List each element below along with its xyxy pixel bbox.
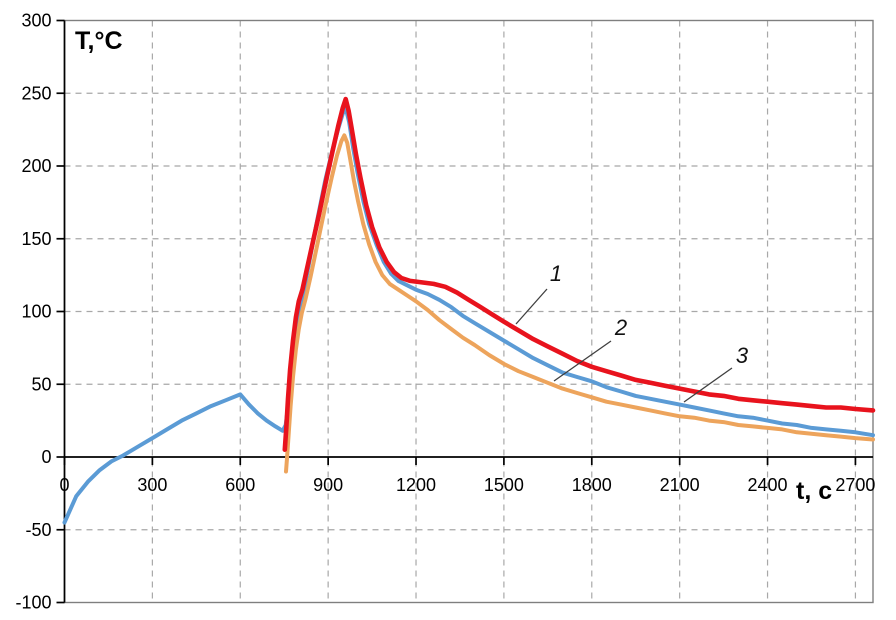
curves <box>62 96 876 525</box>
y-tick-label: -50 <box>25 520 51 540</box>
y-tick-label: 0 <box>41 447 51 467</box>
y-tick-label: 100 <box>21 302 51 322</box>
y-tick-label: 250 <box>21 83 51 103</box>
curve-2 <box>284 133 875 474</box>
leader-line-3 <box>683 367 733 403</box>
x-tick-label: 900 <box>313 475 343 495</box>
curve-label-3: 3 <box>736 343 749 368</box>
x-tick-label: 2100 <box>660 475 700 495</box>
y-tick-label: -100 <box>15 593 51 613</box>
curve-1 <box>282 96 876 453</box>
x-axis-title: t, c <box>796 477 832 505</box>
tick-labels: 300 250 200 150 100 50 0 -50 -100 0 300 600 900 1200 1… <box>15 11 875 613</box>
x-tick-label: 1200 <box>396 475 436 495</box>
y-tick-label: 50 <box>31 374 51 394</box>
y-tick-label: 200 <box>21 156 51 176</box>
x-tick-label: 1500 <box>484 475 524 495</box>
y-tick-label: 150 <box>21 229 51 249</box>
gridlines <box>64 20 873 603</box>
x-tick-label: 600 <box>225 475 255 495</box>
y-axis-title: T,°C <box>75 27 123 55</box>
curve-label-2: 2 <box>614 315 627 340</box>
x-tick-label: 1800 <box>572 475 612 495</box>
leader-line-1 <box>515 288 548 325</box>
x-tick-label: 300 <box>137 475 167 495</box>
curve-label-1: 1 <box>550 261 562 286</box>
x-tick-label: 2400 <box>748 475 788 495</box>
x-tick-label: 0 <box>59 475 69 495</box>
leader-line-2 <box>553 340 612 382</box>
curve-3 <box>62 105 875 525</box>
x-tick-label: 2700 <box>835 475 875 495</box>
curve-annotations: 1 2 3 <box>515 261 749 403</box>
y-tick-label: 300 <box>21 11 51 31</box>
axes <box>56 19 873 604</box>
